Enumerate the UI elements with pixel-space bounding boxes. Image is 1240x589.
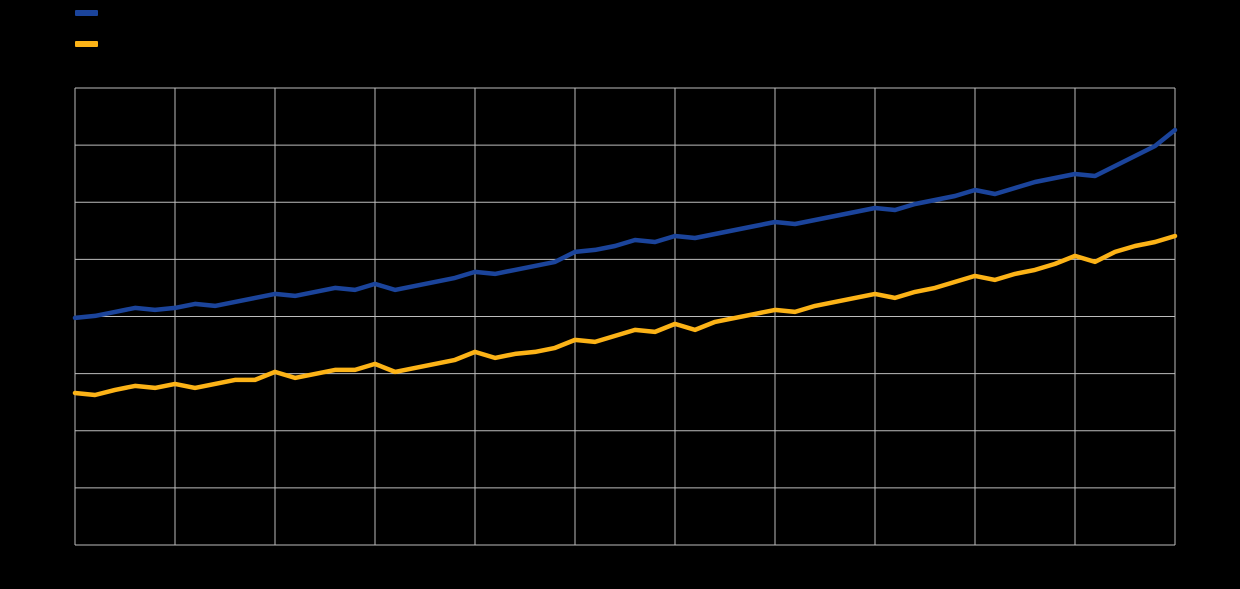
legend-swatch-series-1-icon xyxy=(75,10,98,16)
legend-item-series-2 xyxy=(75,37,106,51)
series-1-line xyxy=(72,127,1178,321)
legend-item-series-1 xyxy=(75,6,106,20)
series-2-line xyxy=(72,233,1178,398)
legend xyxy=(75,6,106,68)
legend-swatch-series-2-icon xyxy=(75,41,98,47)
